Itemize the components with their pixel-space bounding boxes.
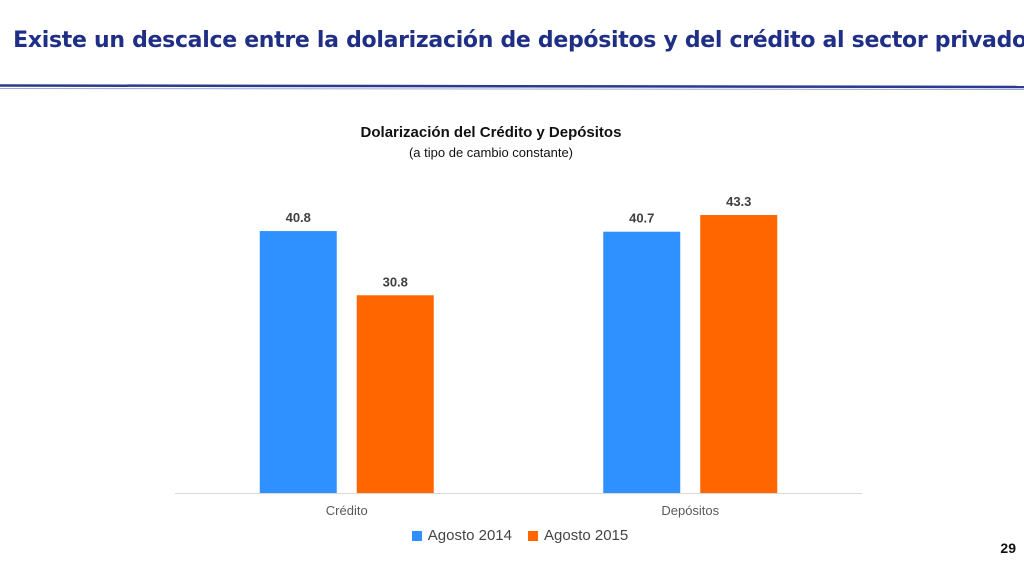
page-number: 29 [1000, 540, 1016, 556]
title-divider [0, 84, 1024, 90]
chart-title: Dolarización del Crédito y Depósitos [360, 124, 622, 141]
bar-crédito-agosto-2015 [356, 295, 434, 493]
legend-item-2014: Agosto 2014 [411, 527, 512, 544]
bar-depósitos-agosto-2015 [700, 215, 778, 493]
slide-title: Existe un descalce entre la dolarización… [13, 28, 1024, 53]
legend-swatch-2014 [411, 530, 422, 541]
data-label: 40.8 [286, 210, 311, 225]
x-tick-label: Depósitos [661, 503, 719, 518]
data-label: 30.8 [383, 274, 408, 289]
bar-crédito-agosto-2014 [259, 231, 337, 493]
legend-item-2015: Agosto 2015 [528, 527, 628, 544]
x-tick-label: Crédito [326, 503, 368, 518]
chart-legend: Agosto 2014 Agosto 2015 [0, 527, 1024, 544]
legend-label-2014: Agosto 2014 [427, 527, 512, 544]
data-label: 43.3 [726, 194, 751, 209]
bar-depósitos-agosto-2014 [603, 231, 681, 493]
legend-label-2015: Agosto 2015 [544, 527, 629, 544]
legend-swatch-2015 [528, 530, 538, 541]
chart-subtitle: (a tipo de cambio constante) [408, 145, 574, 160]
data-label: 40.7 [629, 211, 654, 226]
